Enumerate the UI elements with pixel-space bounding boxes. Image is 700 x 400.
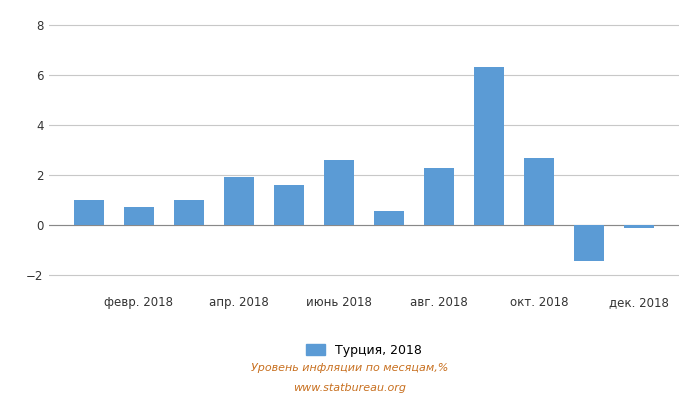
Bar bbox=[374, 212, 404, 225]
Bar bbox=[74, 200, 104, 225]
Bar bbox=[524, 158, 554, 225]
Bar bbox=[124, 207, 154, 225]
Bar bbox=[424, 168, 454, 225]
Legend: Турция, 2018: Турция, 2018 bbox=[306, 344, 422, 357]
Bar bbox=[574, 225, 604, 262]
Text: Уровень инфляции по месяцам,%: Уровень инфляции по месяцам,% bbox=[251, 363, 449, 373]
Bar bbox=[324, 160, 354, 225]
Bar bbox=[274, 185, 304, 225]
Bar bbox=[224, 177, 254, 225]
Bar bbox=[624, 225, 654, 228]
Text: www.statbureau.org: www.statbureau.org bbox=[293, 383, 407, 393]
Bar bbox=[174, 200, 204, 225]
Bar bbox=[474, 67, 504, 225]
